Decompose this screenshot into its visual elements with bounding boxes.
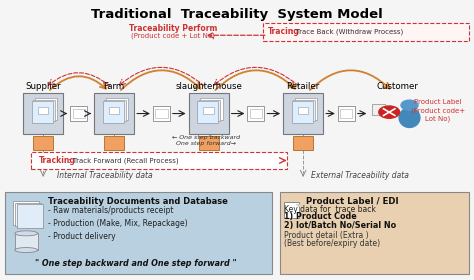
- Text: : Trace Back (Withdraw Process): : Trace Back (Withdraw Process): [289, 29, 403, 35]
- FancyBboxPatch shape: [104, 136, 124, 150]
- FancyBboxPatch shape: [17, 204, 43, 228]
- Text: Retailer: Retailer: [287, 81, 320, 90]
- FancyBboxPatch shape: [284, 202, 300, 218]
- Text: (Product code + Lot No): (Product code + Lot No): [131, 33, 215, 39]
- Ellipse shape: [15, 231, 37, 236]
- FancyBboxPatch shape: [189, 93, 229, 134]
- Text: " One step backward and One step forward ": " One step backward and One step forward…: [35, 259, 236, 268]
- Ellipse shape: [399, 108, 420, 127]
- Text: - Raw materials/products receipt: - Raw materials/products receipt: [48, 206, 173, 215]
- Text: - Production (Make, Mix, Repackage): - Production (Make, Mix, Repackage): [48, 219, 188, 228]
- FancyBboxPatch shape: [199, 100, 220, 121]
- FancyBboxPatch shape: [247, 106, 264, 121]
- Text: Tracking: Tracking: [38, 156, 75, 165]
- Text: Product Label / EDI: Product Label / EDI: [306, 197, 398, 206]
- FancyBboxPatch shape: [203, 107, 214, 114]
- FancyBboxPatch shape: [155, 109, 167, 118]
- Text: Traditional  Traceability  System Model: Traditional Traceability System Model: [91, 8, 383, 21]
- FancyBboxPatch shape: [106, 98, 128, 120]
- FancyBboxPatch shape: [35, 98, 57, 120]
- Circle shape: [379, 106, 400, 118]
- Text: Internal Traceability data: Internal Traceability data: [57, 171, 153, 180]
- FancyBboxPatch shape: [15, 233, 37, 250]
- Text: Product detail (Extra ): Product detail (Extra ): [284, 231, 369, 241]
- Text: Key data for  trace back: Key data for trace back: [284, 205, 376, 214]
- FancyBboxPatch shape: [103, 101, 124, 123]
- Text: 1) Product Code: 1) Product Code: [284, 213, 357, 221]
- Polygon shape: [296, 204, 300, 206]
- Text: Customer: Customer: [377, 81, 419, 90]
- FancyBboxPatch shape: [32, 101, 53, 123]
- FancyBboxPatch shape: [292, 101, 313, 123]
- FancyBboxPatch shape: [280, 192, 469, 274]
- Ellipse shape: [15, 248, 37, 253]
- FancyBboxPatch shape: [340, 109, 353, 118]
- Text: - Product delivery: - Product delivery: [48, 232, 116, 241]
- FancyBboxPatch shape: [298, 107, 309, 114]
- Text: Product Label
(Product code+
Lot No): Product Label (Product code+ Lot No): [411, 99, 465, 122]
- FancyBboxPatch shape: [338, 106, 355, 121]
- Text: Tracing: Tracing: [268, 27, 300, 36]
- FancyBboxPatch shape: [70, 106, 87, 121]
- FancyBboxPatch shape: [12, 201, 38, 225]
- Text: Traceability Perform: Traceability Perform: [129, 24, 218, 33]
- FancyBboxPatch shape: [94, 93, 134, 134]
- FancyBboxPatch shape: [283, 93, 323, 134]
- Text: Traceability Documents and Database: Traceability Documents and Database: [48, 197, 228, 206]
- Text: slaughterhouse: slaughterhouse: [175, 81, 242, 90]
- FancyBboxPatch shape: [33, 136, 53, 150]
- FancyBboxPatch shape: [104, 100, 126, 121]
- Text: Farm: Farm: [103, 81, 125, 90]
- FancyBboxPatch shape: [263, 23, 469, 41]
- FancyBboxPatch shape: [293, 100, 315, 121]
- Text: Supplier: Supplier: [26, 81, 61, 90]
- Circle shape: [401, 100, 418, 110]
- FancyBboxPatch shape: [293, 136, 313, 150]
- FancyBboxPatch shape: [23, 93, 64, 134]
- FancyBboxPatch shape: [73, 109, 85, 118]
- Text: : Track Forward (Recall Process): : Track Forward (Recall Process): [66, 157, 179, 164]
- FancyBboxPatch shape: [38, 107, 48, 114]
- FancyBboxPatch shape: [199, 136, 219, 150]
- FancyBboxPatch shape: [197, 101, 218, 123]
- FancyBboxPatch shape: [200, 98, 223, 120]
- FancyBboxPatch shape: [295, 98, 318, 120]
- Text: 2) lot/Batch No/Serial No: 2) lot/Batch No/Serial No: [284, 221, 396, 230]
- FancyBboxPatch shape: [153, 106, 170, 121]
- FancyBboxPatch shape: [5, 192, 273, 274]
- FancyBboxPatch shape: [250, 109, 262, 118]
- Text: External Traceability data: External Traceability data: [311, 171, 409, 180]
- FancyBboxPatch shape: [33, 100, 55, 121]
- FancyBboxPatch shape: [372, 104, 385, 115]
- FancyBboxPatch shape: [31, 152, 287, 169]
- FancyBboxPatch shape: [109, 107, 119, 114]
- Text: ← One step backward
One step forward→: ← One step backward One step forward→: [172, 135, 240, 146]
- Text: (Best before/expiry date): (Best before/expiry date): [284, 239, 381, 248]
- FancyBboxPatch shape: [15, 203, 41, 226]
